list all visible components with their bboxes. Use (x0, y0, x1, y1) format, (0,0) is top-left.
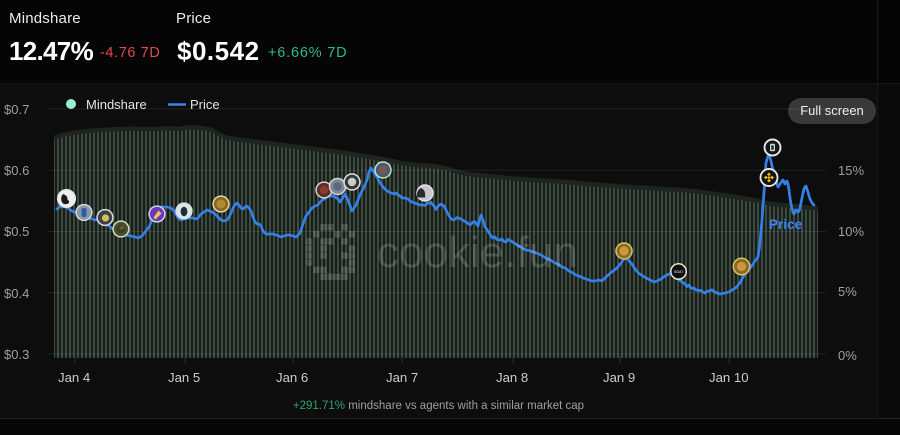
svg-text:GOAT: GOAT (674, 270, 683, 274)
